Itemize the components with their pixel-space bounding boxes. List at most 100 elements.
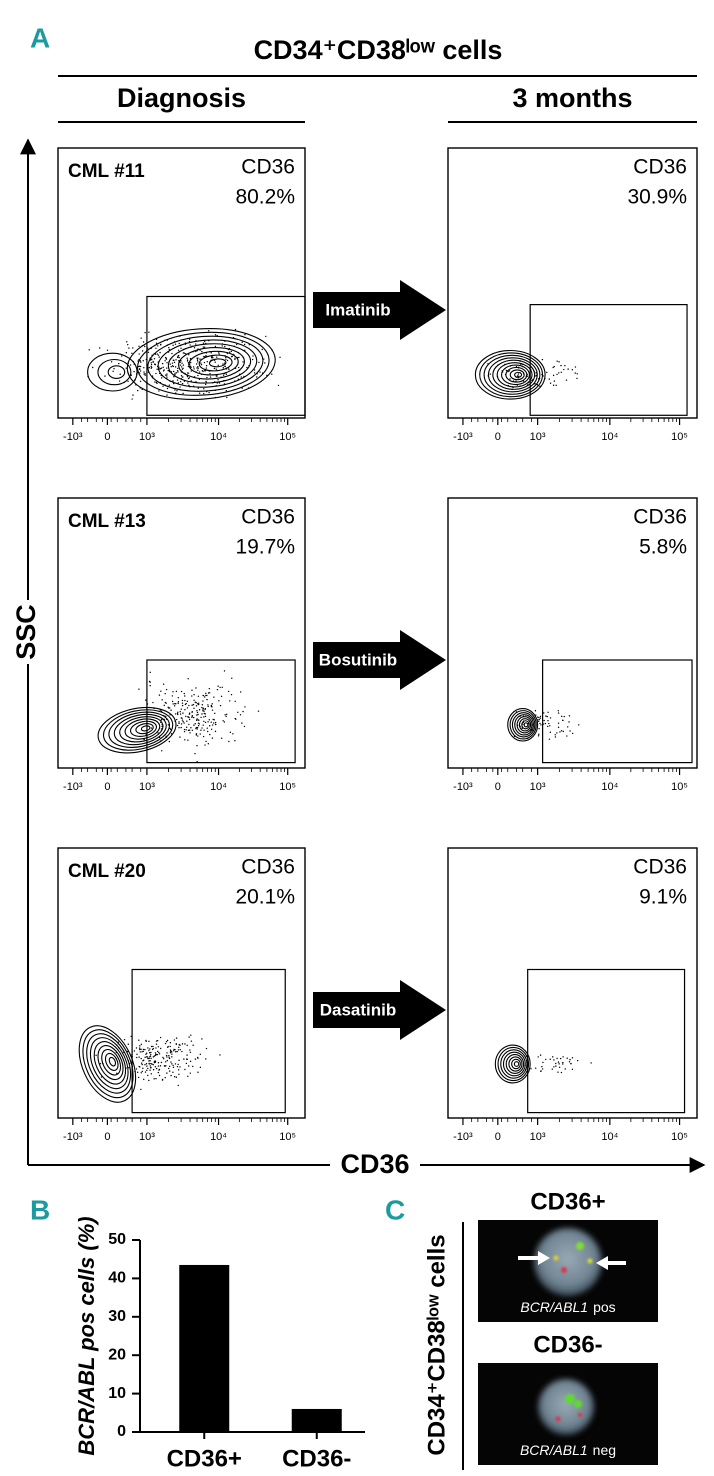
event-dot [196,745,198,747]
event-dot [140,1048,142,1051]
event-dot [182,364,185,366]
event-dot [118,380,121,382]
event-dot [163,369,165,371]
event-dot [224,714,226,716]
event-dot [217,685,219,687]
event-dot [221,345,223,347]
event-dot [549,382,552,384]
event-dot [152,1056,155,1058]
event-dot [221,686,223,688]
event-dot [138,353,140,355]
event-dot [189,1049,191,1051]
event-dot [186,726,188,728]
event-dot [218,352,220,354]
event-dot [180,717,183,719]
event-dot [104,375,106,377]
event-dot [187,739,189,741]
contour [474,349,546,400]
event-dot [149,1048,151,1050]
event-dot [166,377,168,379]
x-tick-label: 10⁵ [279,431,296,443]
event-dot [552,374,555,377]
image-title: CD36+ [530,1188,605,1215]
event-dot [157,345,159,347]
event-dot [199,358,201,360]
event-dot [161,699,163,701]
event-dot [150,1051,152,1054]
event-dot [204,713,207,715]
event-dot [212,357,214,359]
contour [113,713,167,746]
event-dot [155,1040,158,1042]
panel-letter: C [385,1194,405,1225]
event-dot [143,371,145,373]
event-dot [149,1060,151,1062]
event-dot [191,711,193,714]
label-backdrop [330,1148,420,1182]
event-dot [179,711,181,713]
event-dot [196,711,199,714]
event-dot [173,1076,176,1078]
label-backdrop [12,600,44,664]
gate-percent: 5.8% [639,536,687,559]
caption-status: neg [593,1442,616,1458]
event-dot [546,715,548,718]
event-dot [177,1084,179,1087]
event-dot [157,1065,160,1067]
contour [147,335,264,392]
event-dot [169,1050,172,1052]
contour [124,718,161,740]
event-dot [179,386,181,388]
event-dot [172,382,175,385]
event-dot [157,354,160,356]
event-dot [158,694,161,696]
event-dot [189,732,191,734]
event-dot [173,1039,176,1041]
event-dot [181,1043,184,1045]
event-dot [157,1071,160,1074]
signal-spot [587,1258,593,1264]
event-dot [234,358,236,361]
event-dot [197,703,200,706]
event-dot [187,372,190,374]
contour [500,364,530,386]
event-dot [548,738,551,740]
event-dot [135,1056,138,1059]
event-dot [549,1058,551,1060]
event-dot [208,687,211,690]
event-dot [252,355,254,357]
event-dot [128,1067,130,1069]
event-dot [216,688,219,691]
event-dot [186,359,189,361]
event-dot [175,1037,178,1039]
contour [508,1056,523,1072]
event-dot [558,361,560,363]
event-dot [136,1053,138,1056]
event-dot [197,735,199,737]
event-dot [195,350,197,353]
event-dot [183,722,185,724]
event-dot [148,1063,151,1065]
contour [514,714,534,736]
event-dot [553,380,556,382]
event-dot [238,356,240,359]
event-dot [188,723,190,726]
event-dot [239,691,242,693]
event-dot [159,1047,162,1050]
event-dot [166,375,168,377]
event-dot [180,347,182,349]
event-dot [139,1045,141,1047]
event-dot [562,1056,564,1058]
x-tick-label: 10⁴ [210,781,227,793]
event-dot [151,1063,153,1065]
event-dot [149,685,151,687]
event-dot [175,359,177,361]
contour [87,352,138,392]
event-dot [180,690,183,693]
event-dot [190,370,192,372]
contour [496,362,533,388]
event-dot [141,1063,143,1066]
event-dot [182,367,184,370]
event-dot [539,1054,542,1056]
event-dot [140,1043,143,1046]
